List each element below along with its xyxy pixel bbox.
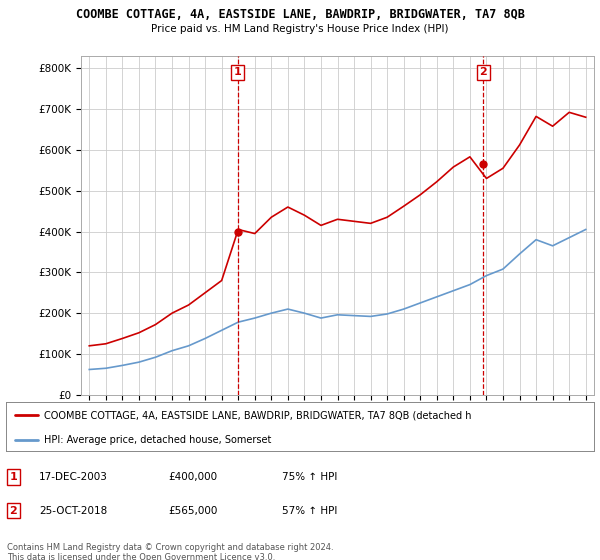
Text: £565,000: £565,000 bbox=[168, 506, 217, 516]
Text: Contains HM Land Registry data © Crown copyright and database right 2024.: Contains HM Land Registry data © Crown c… bbox=[7, 543, 334, 552]
Text: Price paid vs. HM Land Registry's House Price Index (HPI): Price paid vs. HM Land Registry's House … bbox=[151, 24, 449, 34]
Text: 1: 1 bbox=[233, 67, 241, 77]
Text: 2: 2 bbox=[10, 506, 17, 516]
Text: COOMBE COTTAGE, 4A, EASTSIDE LANE, BAWDRIP, BRIDGWATER, TA7 8QB: COOMBE COTTAGE, 4A, EASTSIDE LANE, BAWDR… bbox=[76, 8, 524, 21]
Text: £400,000: £400,000 bbox=[168, 472, 217, 482]
Text: COOMBE COTTAGE, 4A, EASTSIDE LANE, BAWDRIP, BRIDGWATER, TA7 8QB (detached h: COOMBE COTTAGE, 4A, EASTSIDE LANE, BAWDR… bbox=[44, 410, 472, 421]
Text: 25-OCT-2018: 25-OCT-2018 bbox=[39, 506, 107, 516]
Text: 1: 1 bbox=[10, 472, 17, 482]
Text: 17-DEC-2003: 17-DEC-2003 bbox=[39, 472, 108, 482]
Text: This data is licensed under the Open Government Licence v3.0.: This data is licensed under the Open Gov… bbox=[7, 553, 275, 560]
Text: HPI: Average price, detached house, Somerset: HPI: Average price, detached house, Some… bbox=[44, 435, 272, 445]
Text: 2: 2 bbox=[479, 67, 487, 77]
Text: 57% ↑ HPI: 57% ↑ HPI bbox=[282, 506, 337, 516]
Text: 75% ↑ HPI: 75% ↑ HPI bbox=[282, 472, 337, 482]
